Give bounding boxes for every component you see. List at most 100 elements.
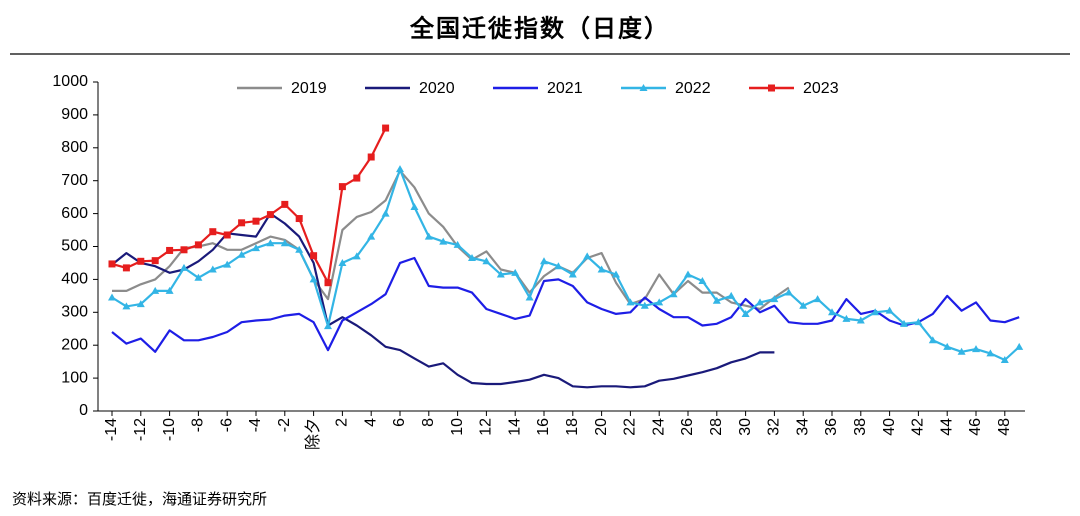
point-marker xyxy=(352,252,361,260)
point-marker xyxy=(180,263,188,271)
y-tick-label: 100 xyxy=(61,369,88,386)
x-tick-label: -4 xyxy=(247,418,264,432)
x-tick-label: 22 xyxy=(622,418,639,436)
point-marker xyxy=(252,217,260,225)
x-tick-label: -2 xyxy=(276,418,293,432)
point-marker xyxy=(655,298,664,306)
point-marker xyxy=(439,237,448,245)
point-marker xyxy=(712,296,721,304)
point-marker xyxy=(424,232,433,240)
x-tick-label: 32 xyxy=(766,418,783,436)
y-tick-label: 500 xyxy=(61,238,88,255)
point-marker xyxy=(309,275,318,283)
point-marker xyxy=(381,209,390,217)
point-marker xyxy=(986,349,995,357)
point-marker xyxy=(727,291,736,299)
point-marker xyxy=(828,308,836,316)
point-marker xyxy=(540,257,548,265)
point-marker xyxy=(1015,342,1024,350)
point-marker xyxy=(209,228,217,236)
point-marker xyxy=(511,268,520,276)
x-tick-label: 12 xyxy=(478,418,495,436)
y-tick-label: 900 xyxy=(61,106,88,123)
chart-title: 全国迁徙指数（日度） xyxy=(409,14,670,42)
point-marker xyxy=(382,124,390,132)
y-tick-label: 200 xyxy=(61,336,88,353)
point-marker xyxy=(165,286,174,294)
point-marker xyxy=(525,293,534,301)
point-marker xyxy=(784,288,793,296)
series-line xyxy=(111,212,775,389)
point-marker xyxy=(768,84,775,92)
point-marker xyxy=(122,302,131,310)
point-marker xyxy=(626,298,635,306)
legend-label: 2023 xyxy=(803,80,839,97)
point-marker xyxy=(741,309,750,317)
point-marker xyxy=(856,316,865,324)
y-tick-label: 700 xyxy=(61,172,88,189)
point-marker xyxy=(972,345,980,353)
x-tick-label: 10 xyxy=(449,418,466,436)
point-marker xyxy=(194,273,203,281)
x-tick-label: 2 xyxy=(334,418,351,427)
x-tick-label: 42 xyxy=(910,418,927,436)
y-tick-label: 1000 xyxy=(52,73,88,90)
point-marker xyxy=(453,240,462,248)
x-tick-label: 48 xyxy=(996,418,1013,436)
point-marker xyxy=(612,270,620,278)
x-tick-label: 44 xyxy=(938,418,955,436)
y-tick-label: 800 xyxy=(61,139,88,156)
point-marker xyxy=(295,215,303,223)
point-marker xyxy=(698,277,707,285)
point-marker xyxy=(151,257,159,265)
y-tick-label: 400 xyxy=(61,271,88,288)
point-marker xyxy=(396,165,404,173)
point-marker xyxy=(914,318,923,326)
x-tick-label: -12 xyxy=(132,418,149,441)
point-marker xyxy=(208,265,217,273)
y-tick-label: 300 xyxy=(61,304,88,321)
x-tick-label: 26 xyxy=(679,418,696,436)
x-tick-label: 24 xyxy=(650,418,667,436)
x-tick-label: 30 xyxy=(737,418,754,436)
point-marker xyxy=(338,183,346,191)
point-marker xyxy=(295,245,304,253)
point-marker xyxy=(583,252,592,260)
point-marker xyxy=(842,314,851,322)
point-marker xyxy=(367,153,375,161)
x-tick-label: -6 xyxy=(218,418,235,432)
x-tick-label: -8 xyxy=(190,418,207,432)
x-tick-label: 18 xyxy=(564,418,581,436)
point-marker xyxy=(684,270,692,278)
point-marker xyxy=(310,252,318,260)
point-marker xyxy=(180,246,188,254)
point-marker xyxy=(928,336,937,344)
point-marker xyxy=(900,319,908,327)
x-tick-label: 46 xyxy=(967,418,984,436)
point-marker xyxy=(669,290,678,298)
source-note: 资料来源：百度迁徙，海通证券研究所 xyxy=(12,491,267,508)
point-marker xyxy=(885,306,894,314)
x-tick-label: 36 xyxy=(823,418,840,436)
point-marker xyxy=(108,260,116,268)
point-marker xyxy=(957,347,966,355)
point-marker xyxy=(166,246,174,254)
point-marker xyxy=(367,232,376,240)
x-tick-label: -10 xyxy=(161,418,178,441)
series-line xyxy=(111,168,1020,362)
y-tick-label: 600 xyxy=(61,205,88,222)
point-marker xyxy=(223,231,231,239)
point-marker xyxy=(324,322,332,330)
point-marker xyxy=(280,239,289,247)
legend-label: 2019 xyxy=(291,80,327,97)
x-tick-label: 38 xyxy=(852,418,869,436)
point-marker xyxy=(266,211,274,219)
point-marker xyxy=(266,239,275,247)
legend-label: 2021 xyxy=(547,80,583,97)
point-marker xyxy=(223,260,232,268)
x-tick-label: 34 xyxy=(794,418,811,436)
point-marker xyxy=(238,219,246,227)
x-tick-label: 40 xyxy=(881,418,898,436)
